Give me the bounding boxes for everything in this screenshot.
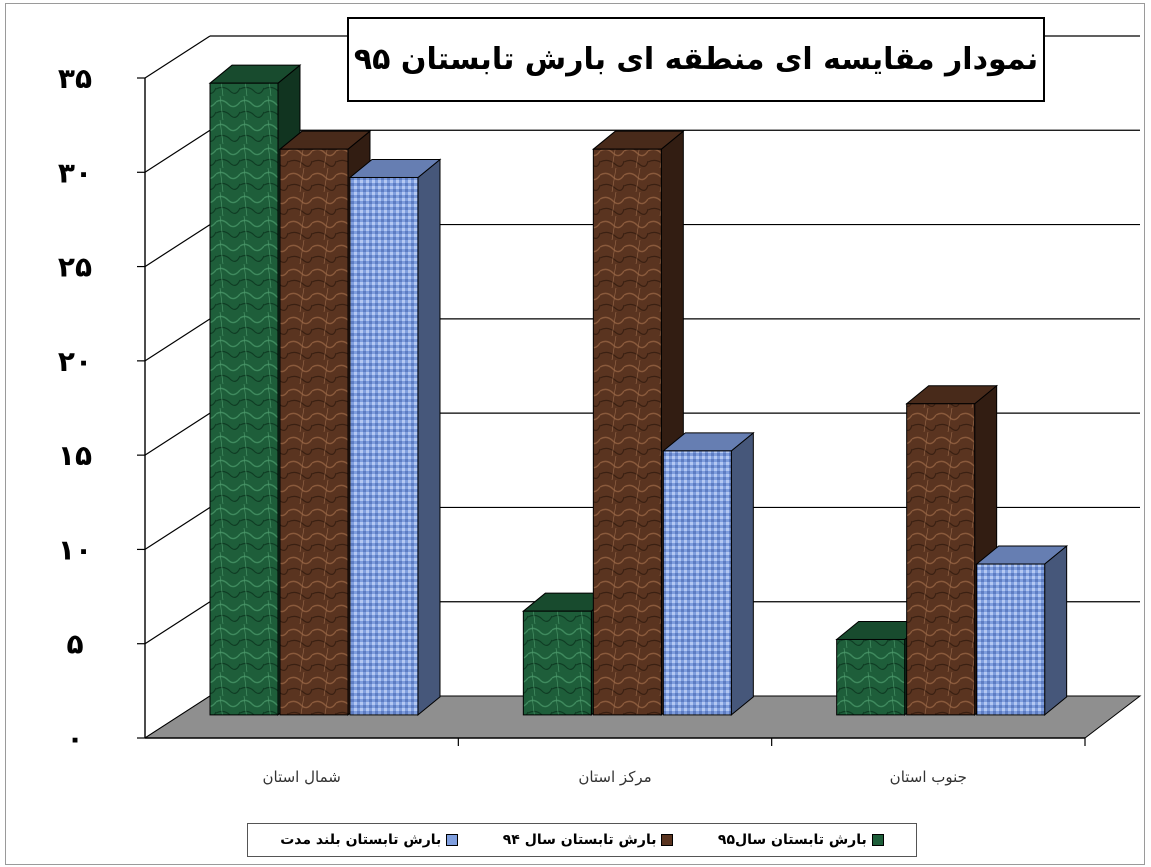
x-tick-label: جنوب استان xyxy=(890,768,967,786)
side-wall-line xyxy=(144,318,211,362)
bar-front xyxy=(592,148,662,716)
bar-front xyxy=(279,148,349,716)
y-tick-label: ۳۵ xyxy=(58,62,92,95)
side-wall-line xyxy=(144,412,211,456)
bar-side xyxy=(730,431,754,716)
chart-title-box: نمودار مقایسه ای منطقه ای بارش تابستان ۹… xyxy=(347,17,1045,102)
axes xyxy=(137,77,1086,746)
legend-label-2: بارش تابستان سال ۹۴ xyxy=(502,832,657,848)
bar-side xyxy=(417,158,441,716)
bar-front xyxy=(906,403,976,716)
legend-item-3: بارش تابستان بلند مدت xyxy=(280,832,459,848)
chart-frame xyxy=(5,3,1145,865)
tick-labels: ۰ ۵ ۱۰ ۱۵ ۲۰ ۲۵ ۳۰ ۳۵ شمال استان مرکز استان جنوب ا… xyxy=(58,62,967,786)
side-wall-line xyxy=(144,224,211,268)
bar-front xyxy=(836,638,906,716)
legend-item-2: بارش تابستان سال ۹۴ xyxy=(503,832,674,848)
bar xyxy=(348,158,442,716)
bar-front xyxy=(976,563,1046,716)
y-tick-label: ۳۰ xyxy=(58,156,92,189)
y-tick-label: ۰ xyxy=(66,722,83,755)
x-tick-label: مرکز استان xyxy=(578,768,651,786)
side-wall-line xyxy=(144,506,211,550)
legend-label-1: بارش تابستان سال۹۵ xyxy=(717,832,867,848)
bar-front xyxy=(349,176,419,716)
bar xyxy=(975,544,1069,716)
bar-front xyxy=(209,82,279,716)
bar xyxy=(661,431,755,716)
legend-swatch-3 xyxy=(446,834,459,846)
bar-front xyxy=(662,450,732,716)
bar-front xyxy=(522,610,592,716)
legend-swatch-1 xyxy=(871,834,884,846)
legend-item-1: بارش تابستان سال۹۵ xyxy=(718,832,884,848)
bars xyxy=(208,64,1069,716)
bar-side xyxy=(1044,544,1068,716)
y-tick-label: ۵ xyxy=(66,628,83,661)
y-tick-label: ۲۰ xyxy=(58,345,92,378)
side-wall-line xyxy=(144,129,211,173)
legend-label-3: بارش تابستان بلند مدت xyxy=(280,832,442,848)
legend: بارش تابستان سال۹۵ بارش تابستان سال ۹۴ ب… xyxy=(247,823,917,857)
side-wall-line xyxy=(144,35,211,79)
y-tick-label: ۱۰ xyxy=(58,533,92,566)
legend-swatch-2 xyxy=(661,834,674,846)
chart-title: نمودار مقایسه ای منطقه ای بارش تابستان ۹… xyxy=(353,42,1039,77)
side-wall-line xyxy=(144,601,211,645)
y-tick-label: ۲۵ xyxy=(58,251,92,284)
y-tick-label: ۱۵ xyxy=(58,439,92,472)
x-tick-label: شمال استان xyxy=(263,768,341,786)
